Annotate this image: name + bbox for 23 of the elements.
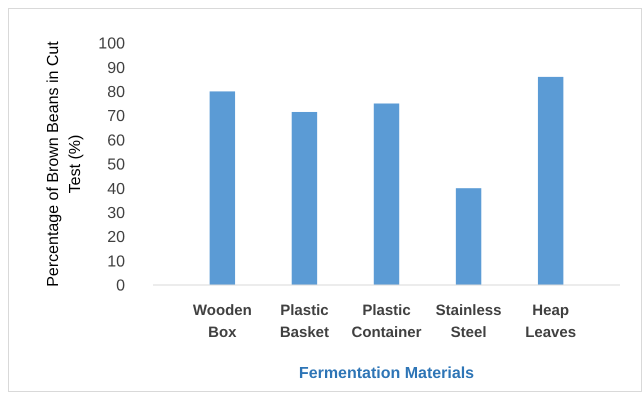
y-tick-label: 40 — [107, 180, 126, 198]
y-tick-label: 70 — [107, 108, 126, 126]
bar — [456, 188, 482, 285]
y-tick-label: 80 — [107, 84, 126, 101]
y-tick-label: 100 — [98, 36, 126, 53]
y-tick-label: 0 — [116, 278, 126, 295]
y-tick-label: 30 — [107, 205, 126, 222]
y-tick-label: 90 — [107, 60, 126, 77]
y-axis-title: Percentage of Brown Beans in Cut Test (%) — [45, 40, 84, 287]
x-axis-title: Fermentation Materials — [298, 365, 474, 382]
bar — [210, 91, 236, 285]
bar — [538, 76, 564, 285]
x-tick-label: Wooden Box — [192, 302, 252, 341]
x-tick-label: Heap Leaves — [525, 302, 576, 341]
bar — [374, 104, 400, 285]
y-tick-label: 50 — [107, 156, 126, 174]
x-tick-label: Plastic Container — [351, 302, 422, 341]
y-tick-label: 10 — [107, 253, 126, 270]
x-tick-label: Stainless Steel — [436, 302, 502, 341]
bar — [292, 112, 318, 285]
y-tick-label: 60 — [107, 132, 126, 150]
x-tick-label: Plastic Basket — [280, 302, 330, 341]
y-tick-label: 20 — [107, 229, 126, 246]
